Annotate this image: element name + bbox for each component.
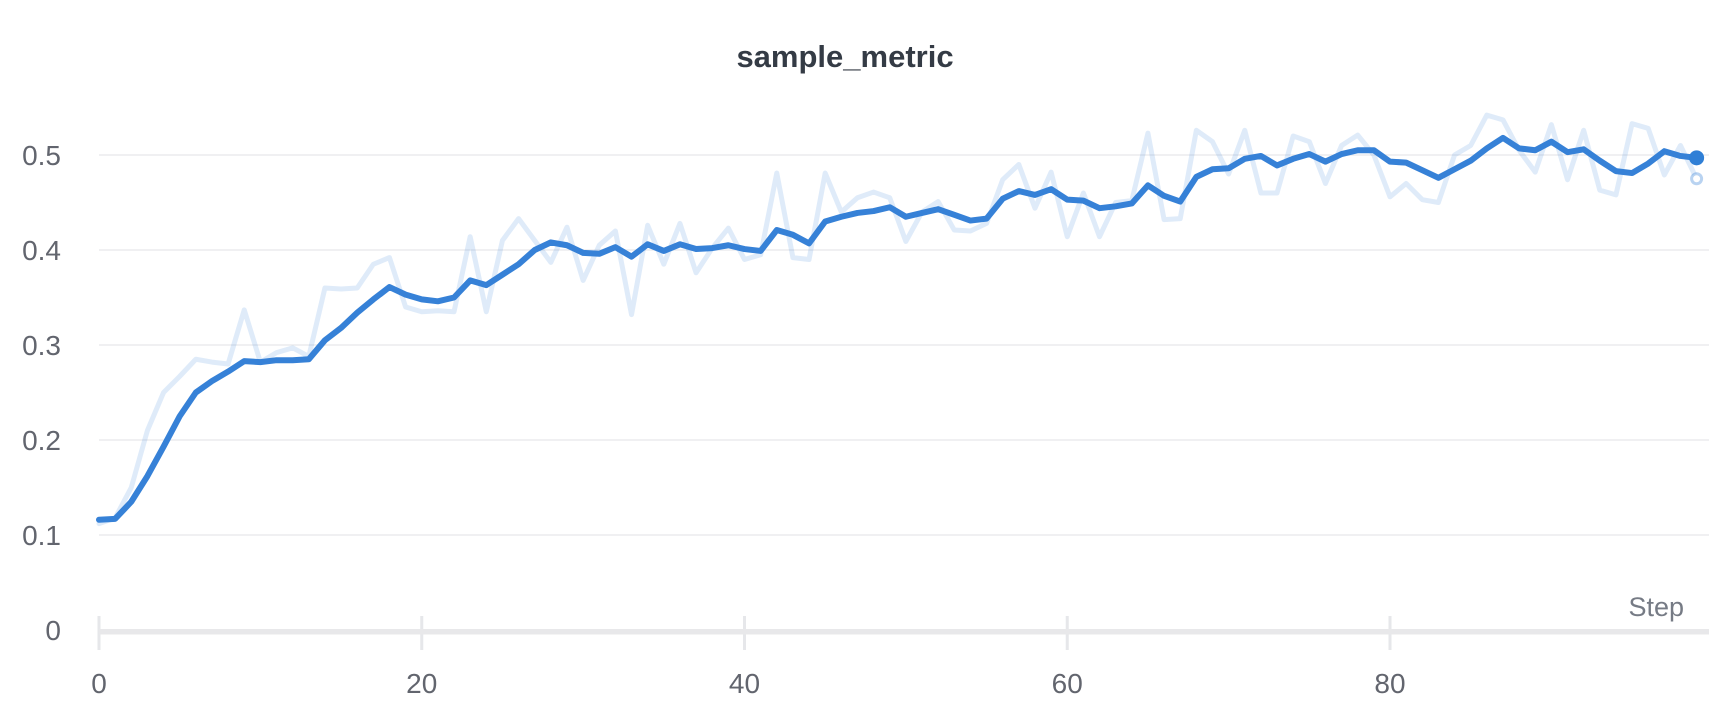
x-tick-label: 20 xyxy=(406,668,437,699)
y-tick-label: 0.4 xyxy=(22,235,61,266)
x-tick-label: 80 xyxy=(1374,668,1405,699)
plot-area[interactable] xyxy=(99,90,1709,650)
x-axis-line xyxy=(99,629,1709,635)
y-tick-label: 0.1 xyxy=(22,520,61,551)
x-axis xyxy=(97,616,1709,650)
x-tick-label: 60 xyxy=(1052,668,1083,699)
y-tick-label: 0.5 xyxy=(22,140,61,171)
x-tick-label: 0 xyxy=(91,668,107,699)
smoothed-endpoint-dot xyxy=(1689,150,1705,166)
y-tick-label: 0.2 xyxy=(22,425,61,456)
raw-series-line xyxy=(96,112,1700,527)
y-tick-label: 0 xyxy=(45,615,61,646)
chart-title: sample_metric xyxy=(736,39,953,74)
x-axis-tick-labels: 0 20 40 60 80 xyxy=(91,668,1405,699)
y-gridlines xyxy=(99,154,1709,536)
smoothed-series-line xyxy=(96,134,1700,523)
y-axis-tick-labels: 0 0.1 0.2 0.3 0.4 0.5 xyxy=(22,140,61,646)
x-tick-label: 40 xyxy=(729,668,760,699)
raw-endpoint-dot xyxy=(1690,172,1704,186)
x-axis-label: Step xyxy=(1628,592,1684,622)
y-tick-label: 0.3 xyxy=(22,330,61,361)
